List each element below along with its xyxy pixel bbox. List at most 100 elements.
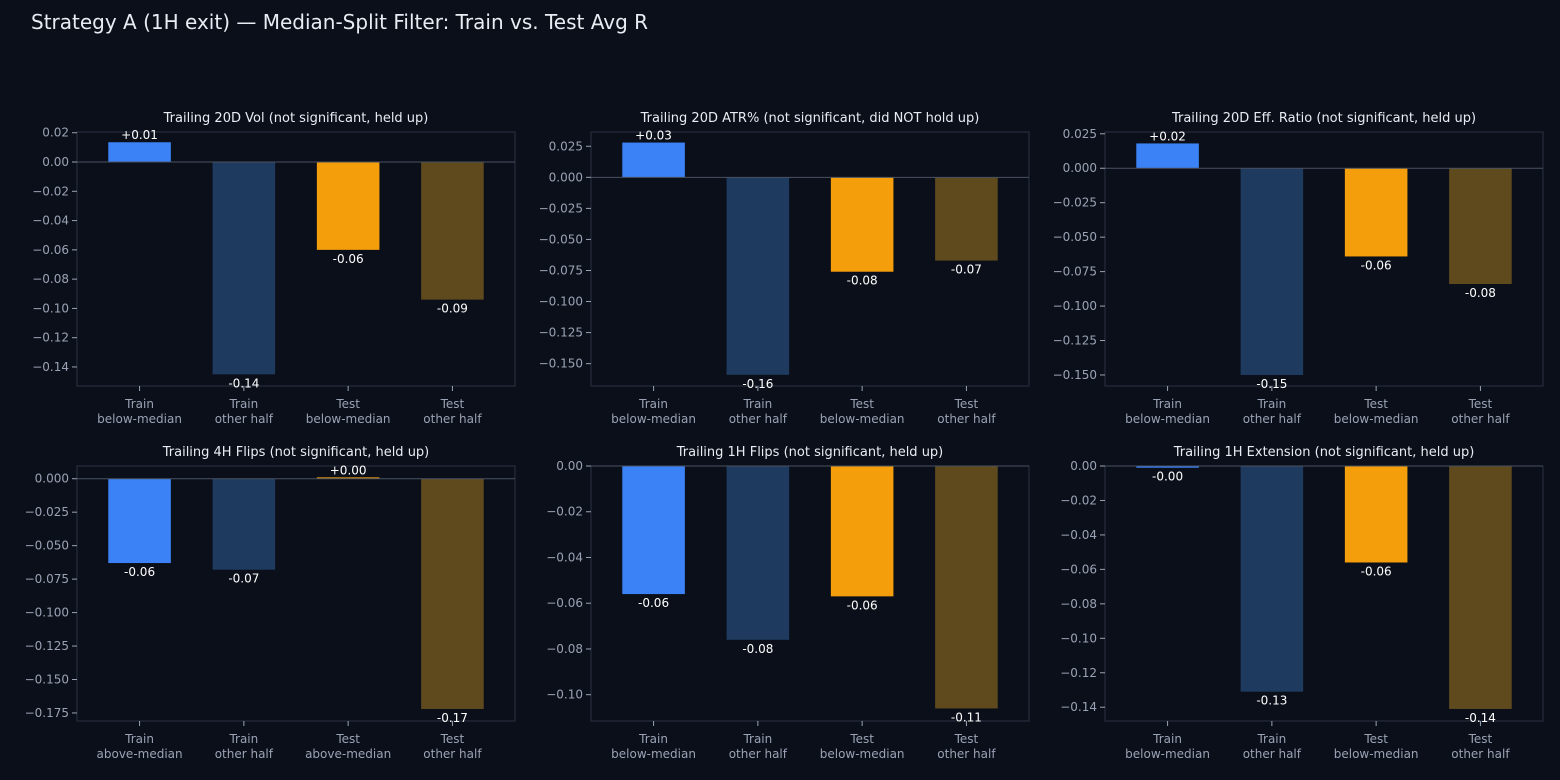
x-tick-label-line: other half	[423, 747, 482, 761]
panel-title: Trailing 1H Flips (not significant, held…	[676, 445, 944, 460]
y-tick-label: −0.14	[32, 360, 69, 374]
x-tick-label-line: Train	[1152, 397, 1182, 411]
bar	[830, 177, 894, 272]
x-tick-label-line: below-median	[97, 412, 182, 426]
y-tick-label: 0.00	[556, 459, 583, 473]
data-label: -0.15	[1256, 377, 1287, 391]
data-label: -0.08	[1465, 286, 1496, 300]
x-tick-label: Train below-median	[97, 397, 182, 426]
y-tick-label: −0.025	[539, 201, 583, 215]
bar	[1449, 168, 1512, 285]
y-tick-label: −0.10	[1060, 631, 1097, 645]
x-tick-label-line: other half	[1451, 412, 1510, 426]
x-tick-label-line: Test	[335, 732, 360, 746]
y-tick-label: 0.00	[42, 155, 69, 169]
x-tick-label-line: other half	[1243, 412, 1302, 426]
x-tick-label: Train below-median	[611, 397, 696, 426]
y-tick-label: 0.025	[549, 139, 583, 153]
y-tick-label: −0.02	[1060, 493, 1097, 507]
bar	[622, 142, 685, 178]
y-tick-label: −0.175	[25, 706, 69, 720]
x-tick-label-line: Test	[849, 397, 874, 411]
x-tick-label-line: below-median	[1125, 412, 1210, 426]
y-tick-label: −0.02	[32, 184, 69, 198]
x-tick-label-line: Test	[1363, 732, 1388, 746]
data-label: -0.08	[847, 274, 878, 288]
x-tick-label-line: Train	[1152, 732, 1182, 746]
data-label: -0.07	[951, 263, 982, 277]
x-tick-label: Test below-median	[820, 397, 905, 426]
panel-title: Trailing 20D ATR% (not significant, did …	[640, 111, 980, 126]
x-tick-label-line: Train	[124, 397, 154, 411]
y-tick-label: 0.025	[1063, 127, 1097, 141]
x-tick-label: Test other half	[937, 732, 996, 761]
axes-frame	[76, 465, 516, 722]
x-tick-label: Train other half	[729, 732, 788, 761]
y-tick-label: −0.075	[25, 572, 69, 586]
bar	[1344, 466, 1408, 563]
y-tick-label: −0.050	[1053, 230, 1097, 244]
x-tick-label-line: Test	[1468, 732, 1493, 746]
y-tick-label: 0.02	[42, 126, 69, 140]
y-tick-label: −0.04	[1060, 528, 1097, 542]
x-tick-label-line: below-median	[1334, 747, 1419, 761]
x-tick-label: Test below-median	[1334, 732, 1419, 761]
y-tick-label: −0.075	[539, 263, 583, 277]
bar	[316, 477, 380, 479]
y-tick-label: −0.08	[32, 272, 69, 286]
x-tick-label-line: other half	[423, 412, 482, 426]
chart-panel-5: Trailing 1H Flips (not significant, held…	[546, 445, 1030, 761]
x-tick-label-line: below-median	[1334, 412, 1419, 426]
x-tick-label-line: Test	[954, 397, 979, 411]
x-tick-label: Test above-median	[305, 732, 391, 761]
data-label: -0.06	[1361, 258, 1392, 272]
y-tick-label: −0.06	[32, 243, 69, 257]
bar	[108, 478, 171, 564]
chart-panel-3: Trailing 20D Eff. Ratio (not significant…	[1053, 111, 1544, 426]
data-label: +0.00	[330, 463, 367, 477]
chart-panel-1: Trailing 20D Vol (not significant, held …	[32, 111, 516, 426]
x-tick-label-line: above-median	[305, 747, 391, 761]
bar	[316, 162, 380, 250]
x-tick-label-line: other half	[937, 747, 996, 761]
axes-frame	[76, 131, 516, 387]
x-tick-label-line: below-median	[1125, 747, 1210, 761]
x-tick-label: Train other half	[1243, 732, 1302, 761]
y-tick-label: −0.10	[546, 688, 583, 702]
bar	[421, 162, 484, 300]
data-label: -0.06	[1361, 564, 1392, 578]
x-tick-label-line: above-median	[97, 747, 183, 761]
x-tick-label-line: Test	[849, 732, 874, 746]
bar	[1240, 466, 1304, 692]
y-tick-label: −0.150	[539, 357, 583, 371]
y-tick-label: −0.06	[1060, 562, 1097, 576]
x-tick-label-line: Test	[335, 397, 360, 411]
data-label: -0.11	[951, 710, 982, 724]
panel-title: Trailing 20D Eff. Ratio (not significant…	[1171, 111, 1476, 126]
x-tick-label: Train below-median	[611, 732, 696, 761]
y-tick-label: −0.12	[1060, 666, 1097, 680]
bar	[212, 162, 276, 375]
x-tick-label-line: Train	[1256, 732, 1286, 746]
x-tick-label-line: other half	[729, 747, 788, 761]
data-label: -0.13	[1256, 694, 1287, 708]
axes-frame	[1104, 131, 1544, 387]
x-tick-label: Test below-median	[1334, 397, 1419, 426]
x-tick-label: Train other half	[215, 732, 274, 761]
chart-panel-4: Trailing 4H Flips (not significant, held…	[25, 445, 516, 761]
y-tick-label: −0.125	[25, 639, 69, 653]
y-tick-label: −0.14	[1060, 700, 1097, 714]
bar	[108, 142, 171, 163]
bar	[1449, 466, 1512, 709]
y-tick-label: −0.125	[539, 326, 583, 340]
data-label: -0.16	[742, 377, 773, 391]
y-tick-label: −0.025	[25, 505, 69, 519]
y-tick-label: −0.150	[1053, 368, 1097, 382]
chart-panel-2: Trailing 20D ATR% (not significant, did …	[539, 111, 1030, 426]
data-label: -0.17	[437, 711, 468, 725]
x-tick-label-line: Test	[440, 732, 465, 746]
x-tick-label-line: below-median	[820, 412, 905, 426]
x-tick-label-line: Train	[638, 732, 668, 746]
x-tick-label-line: other half	[215, 412, 274, 426]
